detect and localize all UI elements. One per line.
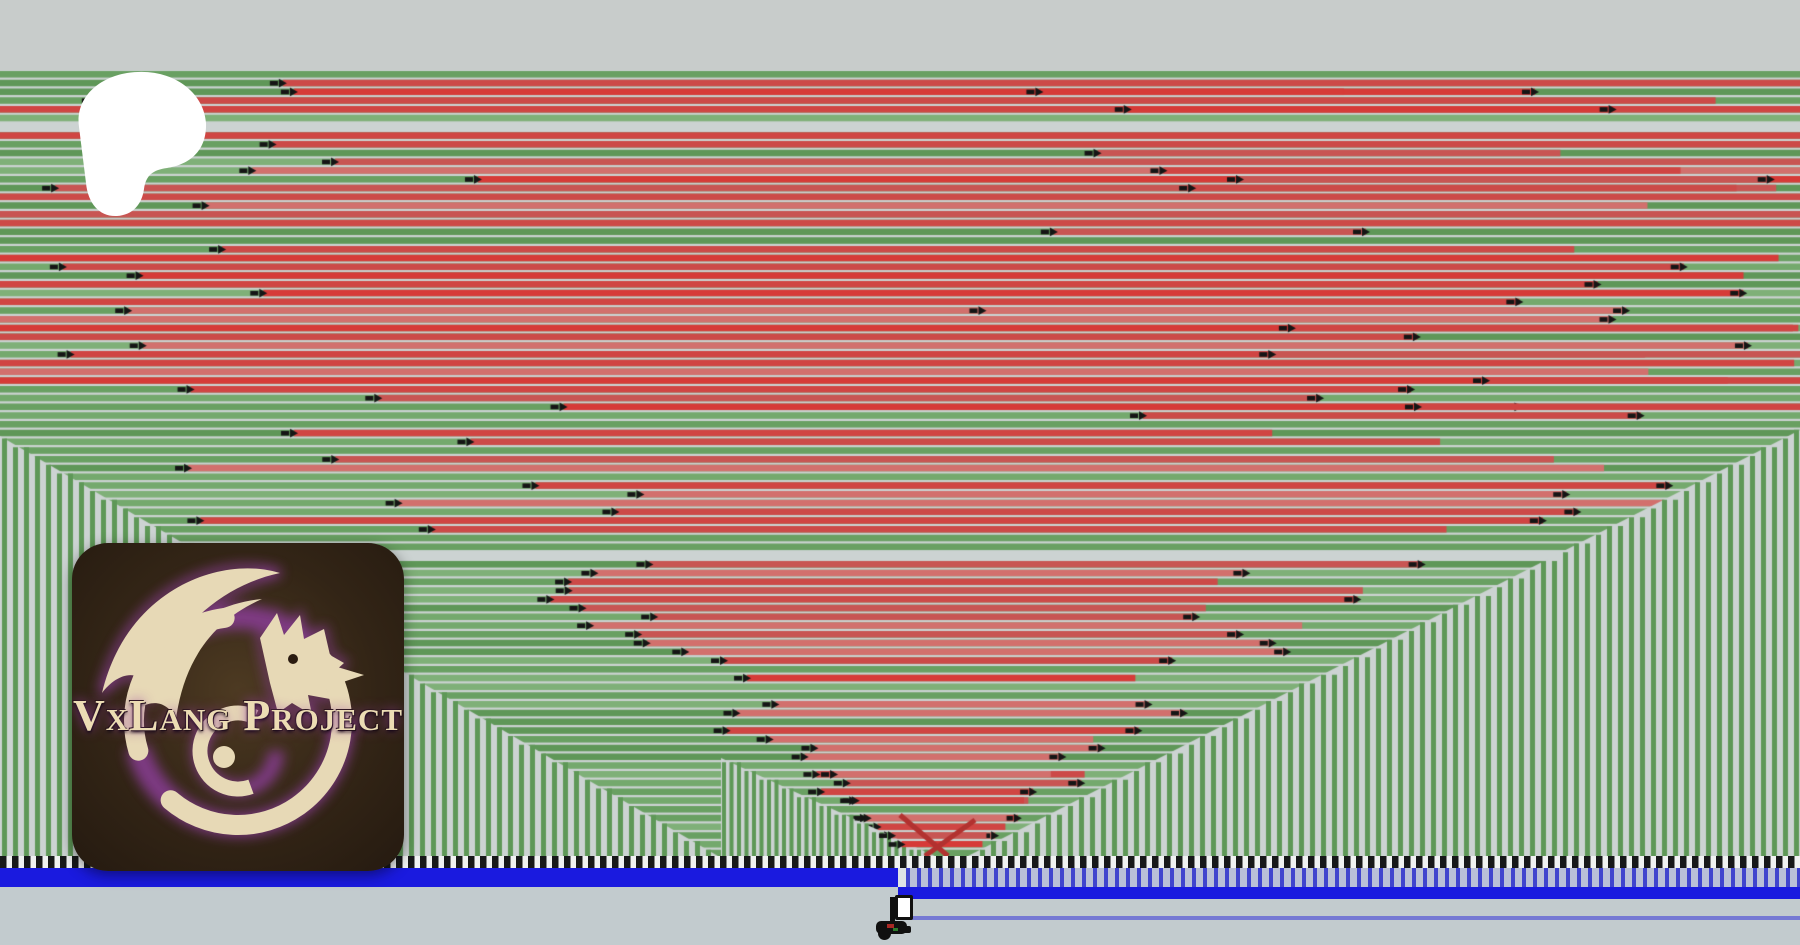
vxlang-logo-badge: VxLang Project	[72, 543, 404, 871]
timeline-bar-striped[interactable]	[906, 868, 1800, 887]
timeline-bar-right[interactable]	[898, 887, 1800, 899]
dragon-emblem-icon	[98, 564, 364, 837]
vxlang-title: VxLang Project	[72, 691, 403, 740]
cursor-sheet	[895, 895, 913, 920]
top-gray-band	[0, 0, 1800, 70]
patreon-logo	[78, 71, 207, 217]
dragon-eye	[288, 654, 298, 664]
cursor-red-dot	[887, 924, 894, 928]
mouse-cursor-icon	[876, 893, 924, 943]
cursor-stem	[890, 897, 895, 921]
cursor-tail	[902, 926, 911, 933]
timeline-thin-line	[898, 916, 1800, 920]
timeline-split-gap	[898, 868, 906, 887]
cursor-green-dot	[893, 928, 898, 931]
patreon-blob-icon	[78, 71, 207, 217]
cursor-wheel	[878, 927, 891, 940]
tick-ruler-strip	[0, 856, 1800, 868]
timeline-bar-left[interactable]	[0, 868, 898, 887]
